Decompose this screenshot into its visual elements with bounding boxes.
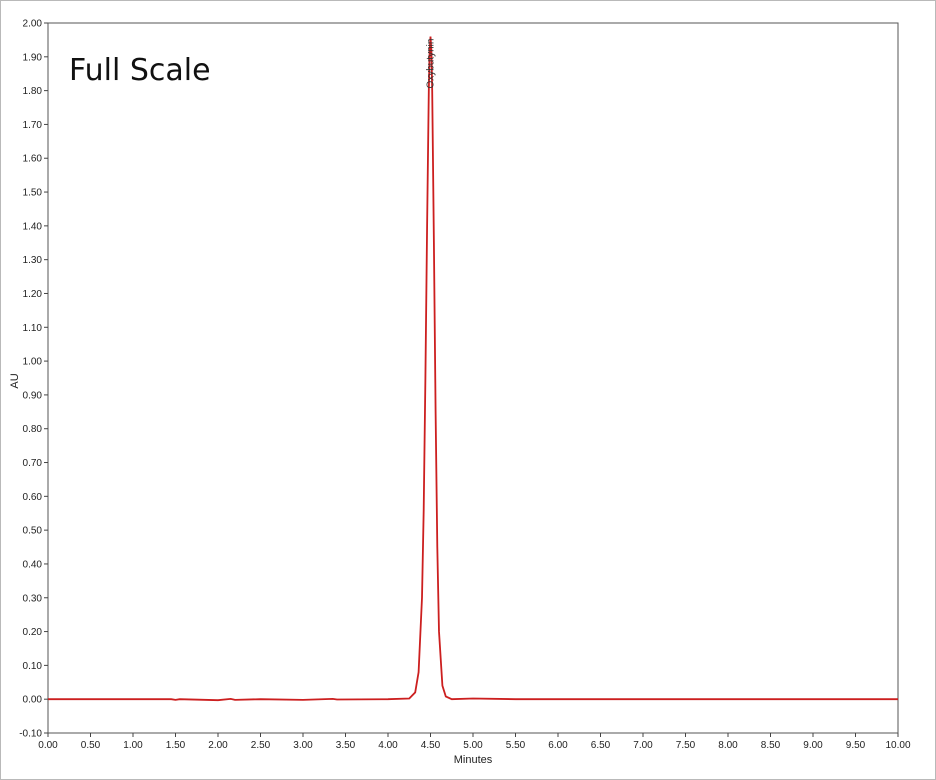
y-tick-label: 0.80 <box>23 424 43 435</box>
x-tick-label: 2.00 <box>208 740 228 751</box>
y-tick-label: 0.70 <box>23 458 43 469</box>
x-tick-label: 3.00 <box>293 740 313 751</box>
x-tick-label: 5.00 <box>463 740 483 751</box>
y-tick-label: 0.50 <box>23 526 43 537</box>
x-tick-label: 0.50 <box>81 740 101 751</box>
y-axis-label: AU <box>9 373 21 388</box>
peak-label: Oxybutynin <box>426 39 437 89</box>
plot-area <box>47 22 899 734</box>
y-tick-label: 0.90 <box>23 390 43 401</box>
x-tick-label: 9.00 <box>803 740 823 751</box>
x-tick-label: 7.50 <box>676 740 696 751</box>
y-tick-label: 1.70 <box>23 120 43 131</box>
y-tick-label: 1.50 <box>23 188 43 199</box>
x-axis-label: Minutes <box>454 754 493 766</box>
y-tick-label: 0.30 <box>23 593 43 604</box>
y-tick-label: 1.60 <box>23 154 43 165</box>
x-tick-label: 0.00 <box>38 740 58 751</box>
chromatogram-trace <box>48 36 898 702</box>
x-tick-label: 4.50 <box>421 740 441 751</box>
x-tick-label: 9.50 <box>846 740 866 751</box>
x-tick-label: 4.00 <box>378 740 398 751</box>
y-tick-label: 0.00 <box>23 695 43 706</box>
x-tick-label: 6.00 <box>548 740 568 751</box>
y-tick-label: 0.20 <box>23 627 43 638</box>
y-axis: -0.10 0.00 0.10 0.20 0.30 0.40 0.50 0.60 0.70 0.8… <box>19 19 48 740</box>
x-tick-label: 6.50 <box>591 740 611 751</box>
chart-title: Full Scale <box>69 53 211 88</box>
y-tick-label: -0.10 <box>19 729 42 740</box>
y-tick-label: 1.80 <box>23 86 43 97</box>
x-tick-label: 1.00 <box>123 740 143 751</box>
x-tick-label: 5.50 <box>506 740 526 751</box>
x-tick-label: 8.00 <box>718 740 738 751</box>
y-tick-label: 0.40 <box>23 559 43 570</box>
y-tick-label: 1.10 <box>23 323 43 334</box>
y-tick-label: 1.20 <box>23 289 43 300</box>
y-tick-label: 1.90 <box>23 52 43 63</box>
y-tick-label: 1.00 <box>23 357 43 368</box>
y-tick-label: 1.40 <box>23 221 43 232</box>
x-tick-label: 8.50 <box>761 740 781 751</box>
y-tick-label: 0.60 <box>23 492 43 503</box>
x-tick-label: 3.50 <box>336 740 356 751</box>
y-tick-label: 2.00 <box>23 19 43 30</box>
y-tick-label: 0.10 <box>23 661 43 672</box>
x-tick-label: 10.00 <box>885 740 910 751</box>
x-tick-label: 2.50 <box>251 740 271 751</box>
x-axis: 0.00 0.50 1.00 1.50 2.00 2.50 3.00 3.50 4.00 4.50… <box>38 733 911 751</box>
y-tick-label: 1.30 <box>23 255 43 266</box>
x-tick-label: 7.00 <box>633 740 653 751</box>
x-tick-label: 1.50 <box>166 740 186 751</box>
